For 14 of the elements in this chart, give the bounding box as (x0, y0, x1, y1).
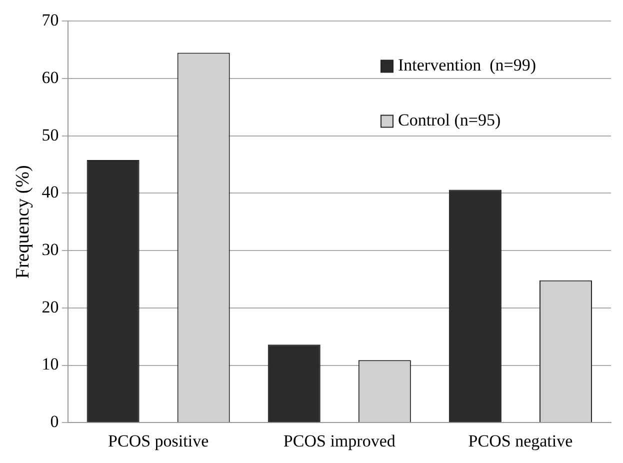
y-tick-label: 20 (42, 297, 59, 316)
y-tick-label: 40 (42, 182, 59, 202)
y-tick-label: 10 (42, 354, 59, 374)
x-tick-label: PCOS negative (468, 431, 573, 450)
y-axis-title: Frequency (%) (12, 165, 34, 279)
x-tick-label: PCOS positive (108, 431, 209, 450)
y-tick-label: 60 (42, 68, 59, 88)
legend-label: Intervention (n=99) (398, 56, 536, 75)
y-tick-label: 70 (42, 10, 59, 30)
legend-label: Control (n=95) (398, 110, 501, 130)
x-tick-label: PCOS improved (283, 431, 396, 450)
y-tick-label: 30 (42, 240, 59, 260)
y-tick-label: 50 (42, 125, 59, 144)
y-tick-label: 0 (50, 412, 59, 432)
